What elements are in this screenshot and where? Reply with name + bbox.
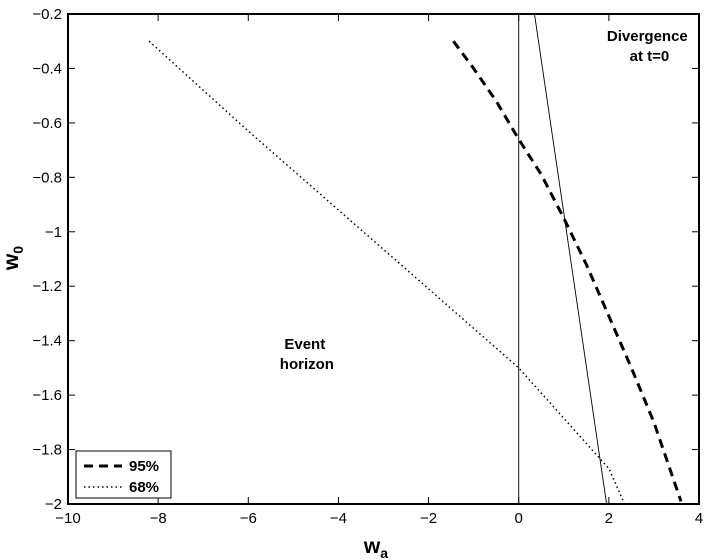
y-tick-label: −1.4	[32, 333, 62, 350]
series-line-95pct	[452, 40, 683, 502]
annotation-divergence-line2: at t=0	[630, 48, 670, 65]
legend: 95% 68%	[75, 450, 172, 499]
x-tick-label: 4	[695, 510, 703, 527]
y-tick-label: −2	[45, 496, 62, 513]
x-tick-label: 0	[515, 510, 523, 527]
reference-line-1	[534, 13, 608, 505]
annotation-divergence: Divergence at t=0	[607, 28, 692, 65]
x-tick-label: −6	[240, 510, 257, 527]
x-axis-label-main: w	[363, 535, 381, 558]
y-tick-label: −0.6	[32, 115, 62, 132]
annotation-divergence-line1: Divergence	[607, 28, 688, 45]
annotation-event-horizon-line1: Event	[284, 336, 325, 353]
x-tick-label: −2	[420, 510, 437, 527]
y-axis-label-main: w	[0, 253, 23, 271]
y-tick-label: −1	[45, 224, 62, 241]
ticks-layer: −10 −8 −6 −4 −2 0 2 4 −2 −1.8 −1.6 −1.4 −1.2 −1 −0.8 −0…	[32, 6, 703, 527]
legend-label-95: 95%	[129, 458, 159, 475]
x-tick-label: −8	[150, 510, 167, 527]
y-axis-label: w0	[0, 246, 26, 271]
x-axis-label-sub: a	[380, 545, 388, 560]
y-tick-label: −1.8	[32, 442, 62, 459]
annotation-event-horizon-line2: horizon	[280, 356, 334, 373]
annotation-event-horizon: Event horizon	[280, 336, 334, 373]
y-tick-label: −0.8	[32, 169, 62, 186]
y-tick-label: −1.6	[32, 387, 62, 404]
y-tick-label: −0.4	[32, 60, 62, 77]
x-axis-label: wa	[363, 535, 388, 560]
x-tick-label: 2	[605, 510, 613, 527]
plot-area	[68, 14, 699, 504]
x-tick-label: −4	[330, 510, 347, 527]
plot-frame	[67, 13, 700, 505]
legend-box	[75, 450, 172, 499]
y-tick-label: −0.2	[32, 6, 62, 23]
data-layer	[148, 13, 683, 505]
y-axis-label-sub: 0	[10, 246, 26, 254]
y-tick-label: −1.2	[32, 278, 62, 295]
legend-label-68: 68%	[129, 479, 159, 496]
x-tick-label: −10	[55, 510, 80, 527]
